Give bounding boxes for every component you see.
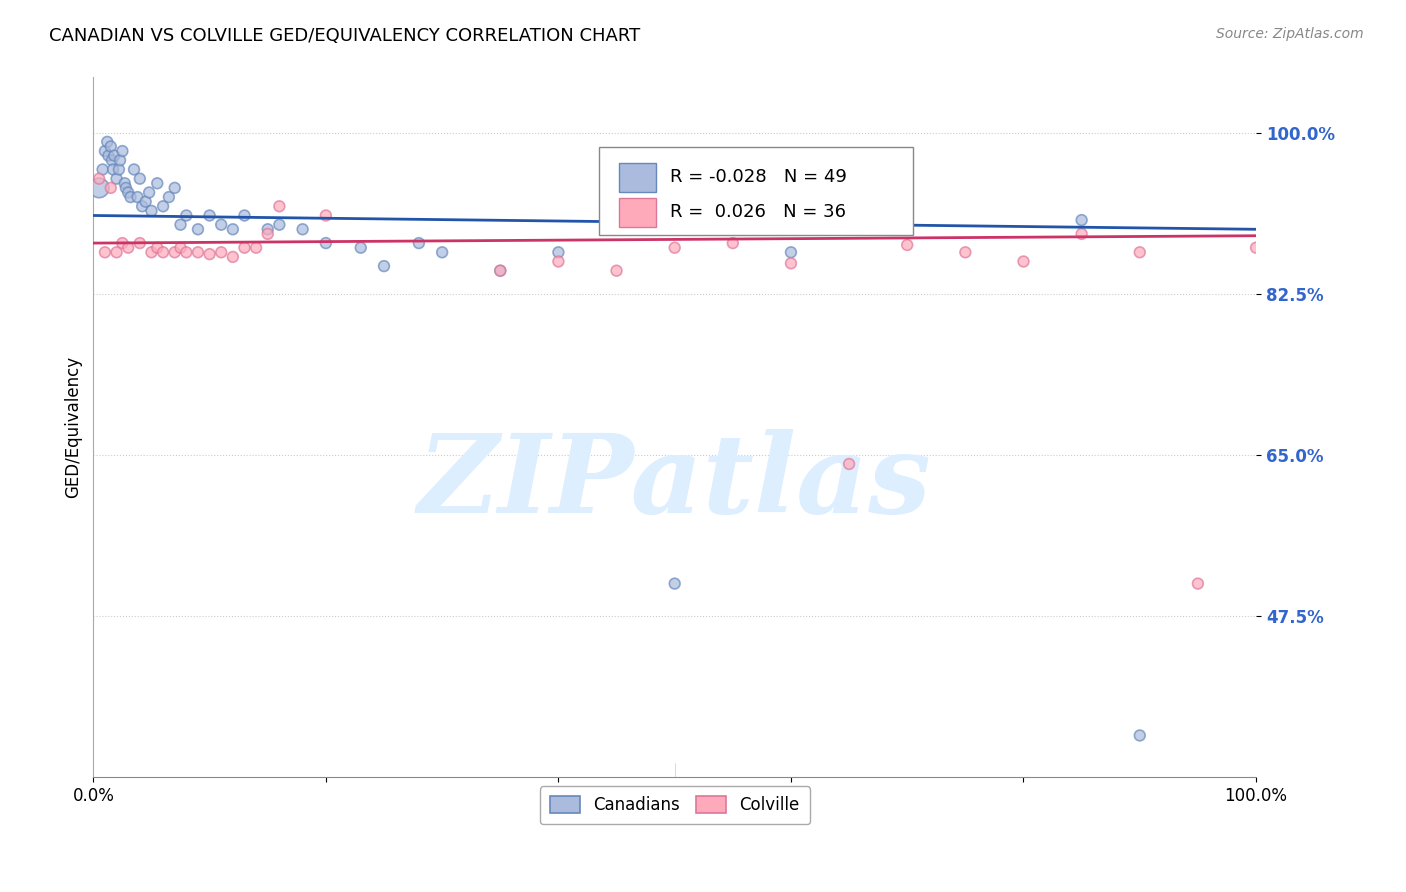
Point <box>97 149 120 163</box>
Point <box>1070 213 1092 227</box>
Point <box>96 135 118 149</box>
Point <box>120 190 142 204</box>
Point <box>269 199 291 213</box>
Point <box>233 241 256 255</box>
Point <box>89 181 111 195</box>
Point <box>1244 241 1267 255</box>
Point <box>101 153 124 168</box>
Point <box>198 209 221 223</box>
Point <box>209 218 232 232</box>
Point <box>896 238 918 252</box>
Point <box>152 245 174 260</box>
Point <box>111 236 134 251</box>
Point <box>127 190 149 204</box>
Text: R =  0.026   N = 36: R = 0.026 N = 36 <box>671 203 846 221</box>
Point <box>222 222 245 236</box>
Point <box>350 241 373 255</box>
Point <box>108 153 131 168</box>
Point <box>100 181 122 195</box>
Point <box>163 181 186 195</box>
Point <box>664 241 686 255</box>
Point <box>91 162 114 177</box>
Point <box>256 227 278 241</box>
Point <box>1187 576 1209 591</box>
Point <box>101 162 124 177</box>
Point <box>122 162 145 177</box>
Point <box>373 259 395 273</box>
Point <box>169 241 191 255</box>
Point <box>780 256 803 270</box>
Point <box>664 576 686 591</box>
Point <box>108 162 131 177</box>
Point <box>187 222 209 236</box>
Point <box>1012 254 1035 268</box>
Point <box>146 176 169 190</box>
Legend: Canadians, Colville: Canadians, Colville <box>540 787 810 824</box>
Point <box>209 245 232 260</box>
Point <box>187 245 209 260</box>
Point <box>547 245 569 260</box>
Point <box>131 199 153 213</box>
Point <box>547 254 569 268</box>
Point <box>430 245 453 260</box>
Point <box>115 181 138 195</box>
Point <box>135 194 157 209</box>
Point <box>489 263 512 277</box>
Point <box>114 176 136 190</box>
Point <box>1070 227 1092 241</box>
FancyBboxPatch shape <box>599 147 912 235</box>
Point <box>105 245 128 260</box>
Point <box>94 245 117 260</box>
Point <box>408 236 430 251</box>
Point <box>152 199 174 213</box>
Point <box>103 149 125 163</box>
Point <box>89 171 111 186</box>
Point <box>169 218 191 232</box>
Bar <box>619 198 657 227</box>
Point <box>721 236 744 251</box>
Point <box>606 263 628 277</box>
Point <box>146 241 169 255</box>
Text: Source: ZipAtlas.com: Source: ZipAtlas.com <box>1216 27 1364 41</box>
Point <box>141 203 163 218</box>
Point <box>138 186 160 200</box>
Point <box>198 247 221 261</box>
Text: CANADIAN VS COLVILLE GED/EQUIVALENCY CORRELATION CHART: CANADIAN VS COLVILLE GED/EQUIVALENCY COR… <box>49 27 641 45</box>
Point <box>291 222 314 236</box>
Text: R = -0.028   N = 49: R = -0.028 N = 49 <box>671 169 846 186</box>
Point <box>780 245 803 260</box>
Point <box>222 250 245 264</box>
Point <box>176 245 198 260</box>
Point <box>315 236 337 251</box>
Point <box>315 209 337 223</box>
Point <box>245 241 267 255</box>
Point <box>105 171 128 186</box>
Point <box>1129 728 1152 742</box>
Point <box>489 263 512 277</box>
Point <box>1129 245 1152 260</box>
Point <box>94 144 117 158</box>
Point <box>269 218 291 232</box>
Point <box>233 209 256 223</box>
Point <box>117 186 139 200</box>
Point <box>128 171 150 186</box>
Point <box>100 139 122 153</box>
Y-axis label: GED/Equivalency: GED/Equivalency <box>65 356 82 499</box>
Point <box>955 245 977 260</box>
Text: ZIPatlas: ZIPatlas <box>418 429 932 537</box>
Point <box>157 190 180 204</box>
Point <box>838 457 860 471</box>
Point <box>163 245 186 260</box>
Point <box>141 245 163 260</box>
Point <box>128 236 150 251</box>
Bar <box>619 162 657 192</box>
Point <box>176 209 198 223</box>
Point <box>111 144 134 158</box>
Point <box>256 222 278 236</box>
Point <box>117 241 139 255</box>
